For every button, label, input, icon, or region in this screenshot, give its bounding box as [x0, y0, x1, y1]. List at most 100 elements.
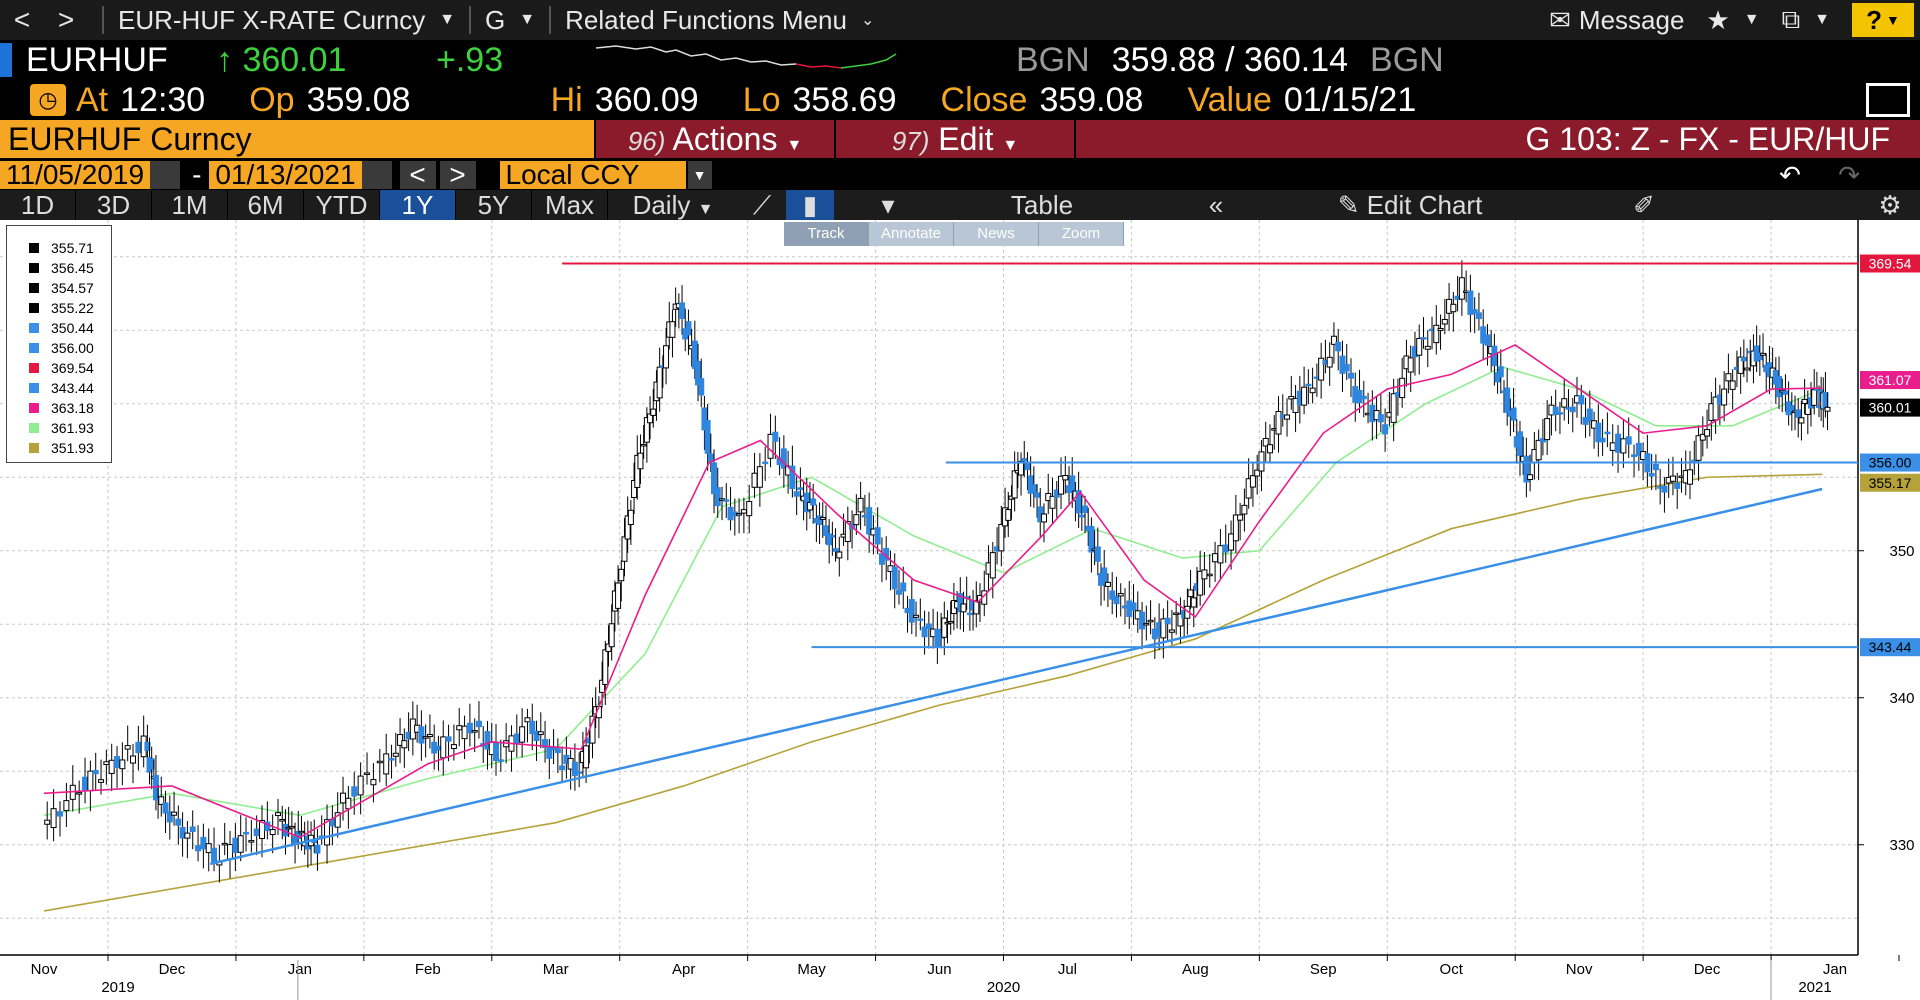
tab-5y[interactable]: 5Y: [456, 190, 532, 220]
redo-icon[interactable]: ↷: [1838, 159, 1860, 190]
frequency-select[interactable]: Daily ▼: [608, 190, 738, 221]
tab-3d[interactable]: 3D: [76, 190, 152, 220]
undo-icon[interactable]: ↶: [1779, 159, 1801, 190]
prev-period-button[interactable]: <: [399, 161, 436, 189]
candle-body: [1075, 490, 1082, 514]
related-functions-label: Related Functions Menu: [565, 4, 847, 35]
zoom-tool[interactable]: Zoom: [1039, 222, 1124, 246]
candle-body: [1147, 619, 1154, 623]
fullscreen-icon[interactable]: [1866, 83, 1910, 117]
line-chart-icon[interactable]: ⟋: [752, 190, 772, 220]
candle-body: [1254, 469, 1261, 477]
message-button[interactable]: ✉ Message: [1549, 5, 1684, 36]
legend-entry: 355.71: [29, 238, 107, 258]
back-button[interactable]: <: [13, 4, 31, 35]
help-button[interactable]: ? ▼: [1852, 3, 1914, 37]
legend-value: 343.44: [51, 380, 94, 396]
security-field[interactable]: EURHUF Curncy: [0, 120, 594, 158]
candle-body: [559, 765, 566, 771]
tab-6m[interactable]: 6M: [228, 190, 304, 220]
function-selector[interactable]: G ▼: [485, 5, 535, 36]
candle-body: [171, 811, 178, 816]
candle-body: [1804, 403, 1811, 415]
legend-swatch: [29, 343, 39, 353]
calendar-icon[interactable]: [150, 161, 181, 189]
end-date-input[interactable]: 01/13/2021: [209, 161, 362, 189]
candle-body: [637, 452, 644, 470]
double-chevron-down-icon: ⌄: [860, 12, 875, 29]
candle-body: [866, 507, 873, 535]
x-year-label: 2019: [101, 979, 134, 996]
candle-body: [829, 535, 836, 538]
annotate-tool[interactable]: Annotate: [869, 222, 954, 246]
candle-body: [624, 515, 631, 540]
clock-icon: ◷: [30, 84, 66, 116]
chevron-down-icon[interactable]: ▾: [881, 190, 895, 220]
chart-mode-toolbar: Track Annotate News Zoom: [784, 222, 1124, 246]
chevron-down-icon: ▼: [1814, 11, 1830, 28]
start-date-input[interactable]: 11/05/2019: [0, 161, 151, 189]
next-period-button[interactable]: >: [439, 161, 476, 189]
frequency-label: Daily: [632, 189, 691, 220]
security-selector[interactable]: EUR-HUF X-RATE Curncy ▼: [118, 5, 455, 36]
candle-body: [1420, 337, 1427, 340]
favorites-button[interactable]: ★ ▼: [1706, 5, 1759, 36]
chevron-down-icon[interactable]: ▼: [687, 161, 712, 189]
collapse-icon[interactable]: «: [1208, 190, 1224, 220]
related-functions-menu[interactable]: Related Functions Menu ⌄: [565, 5, 874, 36]
tab-1m[interactable]: 1M: [152, 190, 228, 220]
trendline: [210, 487, 1823, 866]
tab-1d[interactable]: 1D: [0, 190, 76, 220]
candle-body: [1228, 533, 1235, 551]
tab-ytd[interactable]: YTD: [304, 190, 380, 220]
candle-body: [103, 761, 110, 766]
candle-body: [1635, 442, 1642, 456]
candle-body: [248, 840, 255, 843]
candle-body: [162, 802, 169, 814]
candle-body: [1648, 472, 1655, 477]
candle-body: [1249, 475, 1256, 488]
price-tag: [1860, 453, 1920, 472]
candle-body: [891, 566, 898, 590]
candle-body: [1475, 312, 1482, 320]
undo-redo[interactable]: ↶ ↷: [1779, 160, 1860, 191]
candle-body: [1160, 618, 1167, 639]
tab-max[interactable]: Max: [532, 190, 608, 220]
news-tool[interactable]: News: [954, 222, 1039, 246]
date-range-bar: 11/05/2019 - 01/13/2021 < > Local CCY ▼ …: [0, 159, 1920, 191]
candle-body: [1756, 352, 1763, 361]
candle-body: [1049, 495, 1056, 509]
candle-body: [119, 759, 126, 770]
chart-area[interactable]: 330 340 350 Nov Dec Jan Feb Mar Apr May Jun Jul Aug S…: [0, 220, 1920, 1000]
actions-menu[interactable]: 96) Actions ▼: [596, 120, 834, 158]
candle-body: [471, 730, 478, 733]
candle-body: [370, 779, 377, 786]
annotate-tool-icon[interactable]: ✐: [1633, 190, 1655, 220]
candle-body: [1615, 433, 1622, 453]
window-button[interactable]: ⧉ ▼: [1782, 4, 1830, 36]
gear-icon[interactable]: ⚙: [1878, 189, 1902, 220]
tab-1y[interactable]: 1Y: [380, 190, 456, 220]
calendar-icon[interactable]: [361, 161, 392, 189]
candlestick-icon[interactable]: ▮: [786, 190, 834, 220]
track-tool[interactable]: Track: [784, 222, 869, 246]
ask-source: BGN: [1370, 40, 1444, 79]
candle-body: [1625, 436, 1632, 445]
table-button[interactable]: Table: [1010, 189, 1074, 220]
edit-menu[interactable]: 97) Edit ▼: [836, 120, 1074, 158]
legend-swatch: [29, 383, 39, 393]
x-year-label: 2021: [1798, 979, 1831, 996]
candle-body: [253, 828, 260, 837]
currency-select[interactable]: Local CCY: [499, 161, 686, 189]
chart-id-title: G 103: Z - FX - EUR/HUF: [1076, 120, 1920, 158]
candle-body: [269, 829, 276, 836]
low-value: 358.69: [792, 80, 897, 119]
candle-body: [298, 830, 305, 834]
price-chart[interactable]: 330 340 350 Nov Dec Jan Feb Mar Apr May Jun Jul Aug S…: [0, 220, 1920, 1000]
candle-body: [124, 745, 131, 750]
ticker-flag: [0, 43, 12, 77]
window-icon: ⧉: [1781, 4, 1801, 34]
forward-button[interactable]: >: [57, 4, 75, 35]
candle-body: [647, 413, 654, 424]
edit-chart-button[interactable]: ✎ Edit Chart: [1280, 190, 1540, 221]
